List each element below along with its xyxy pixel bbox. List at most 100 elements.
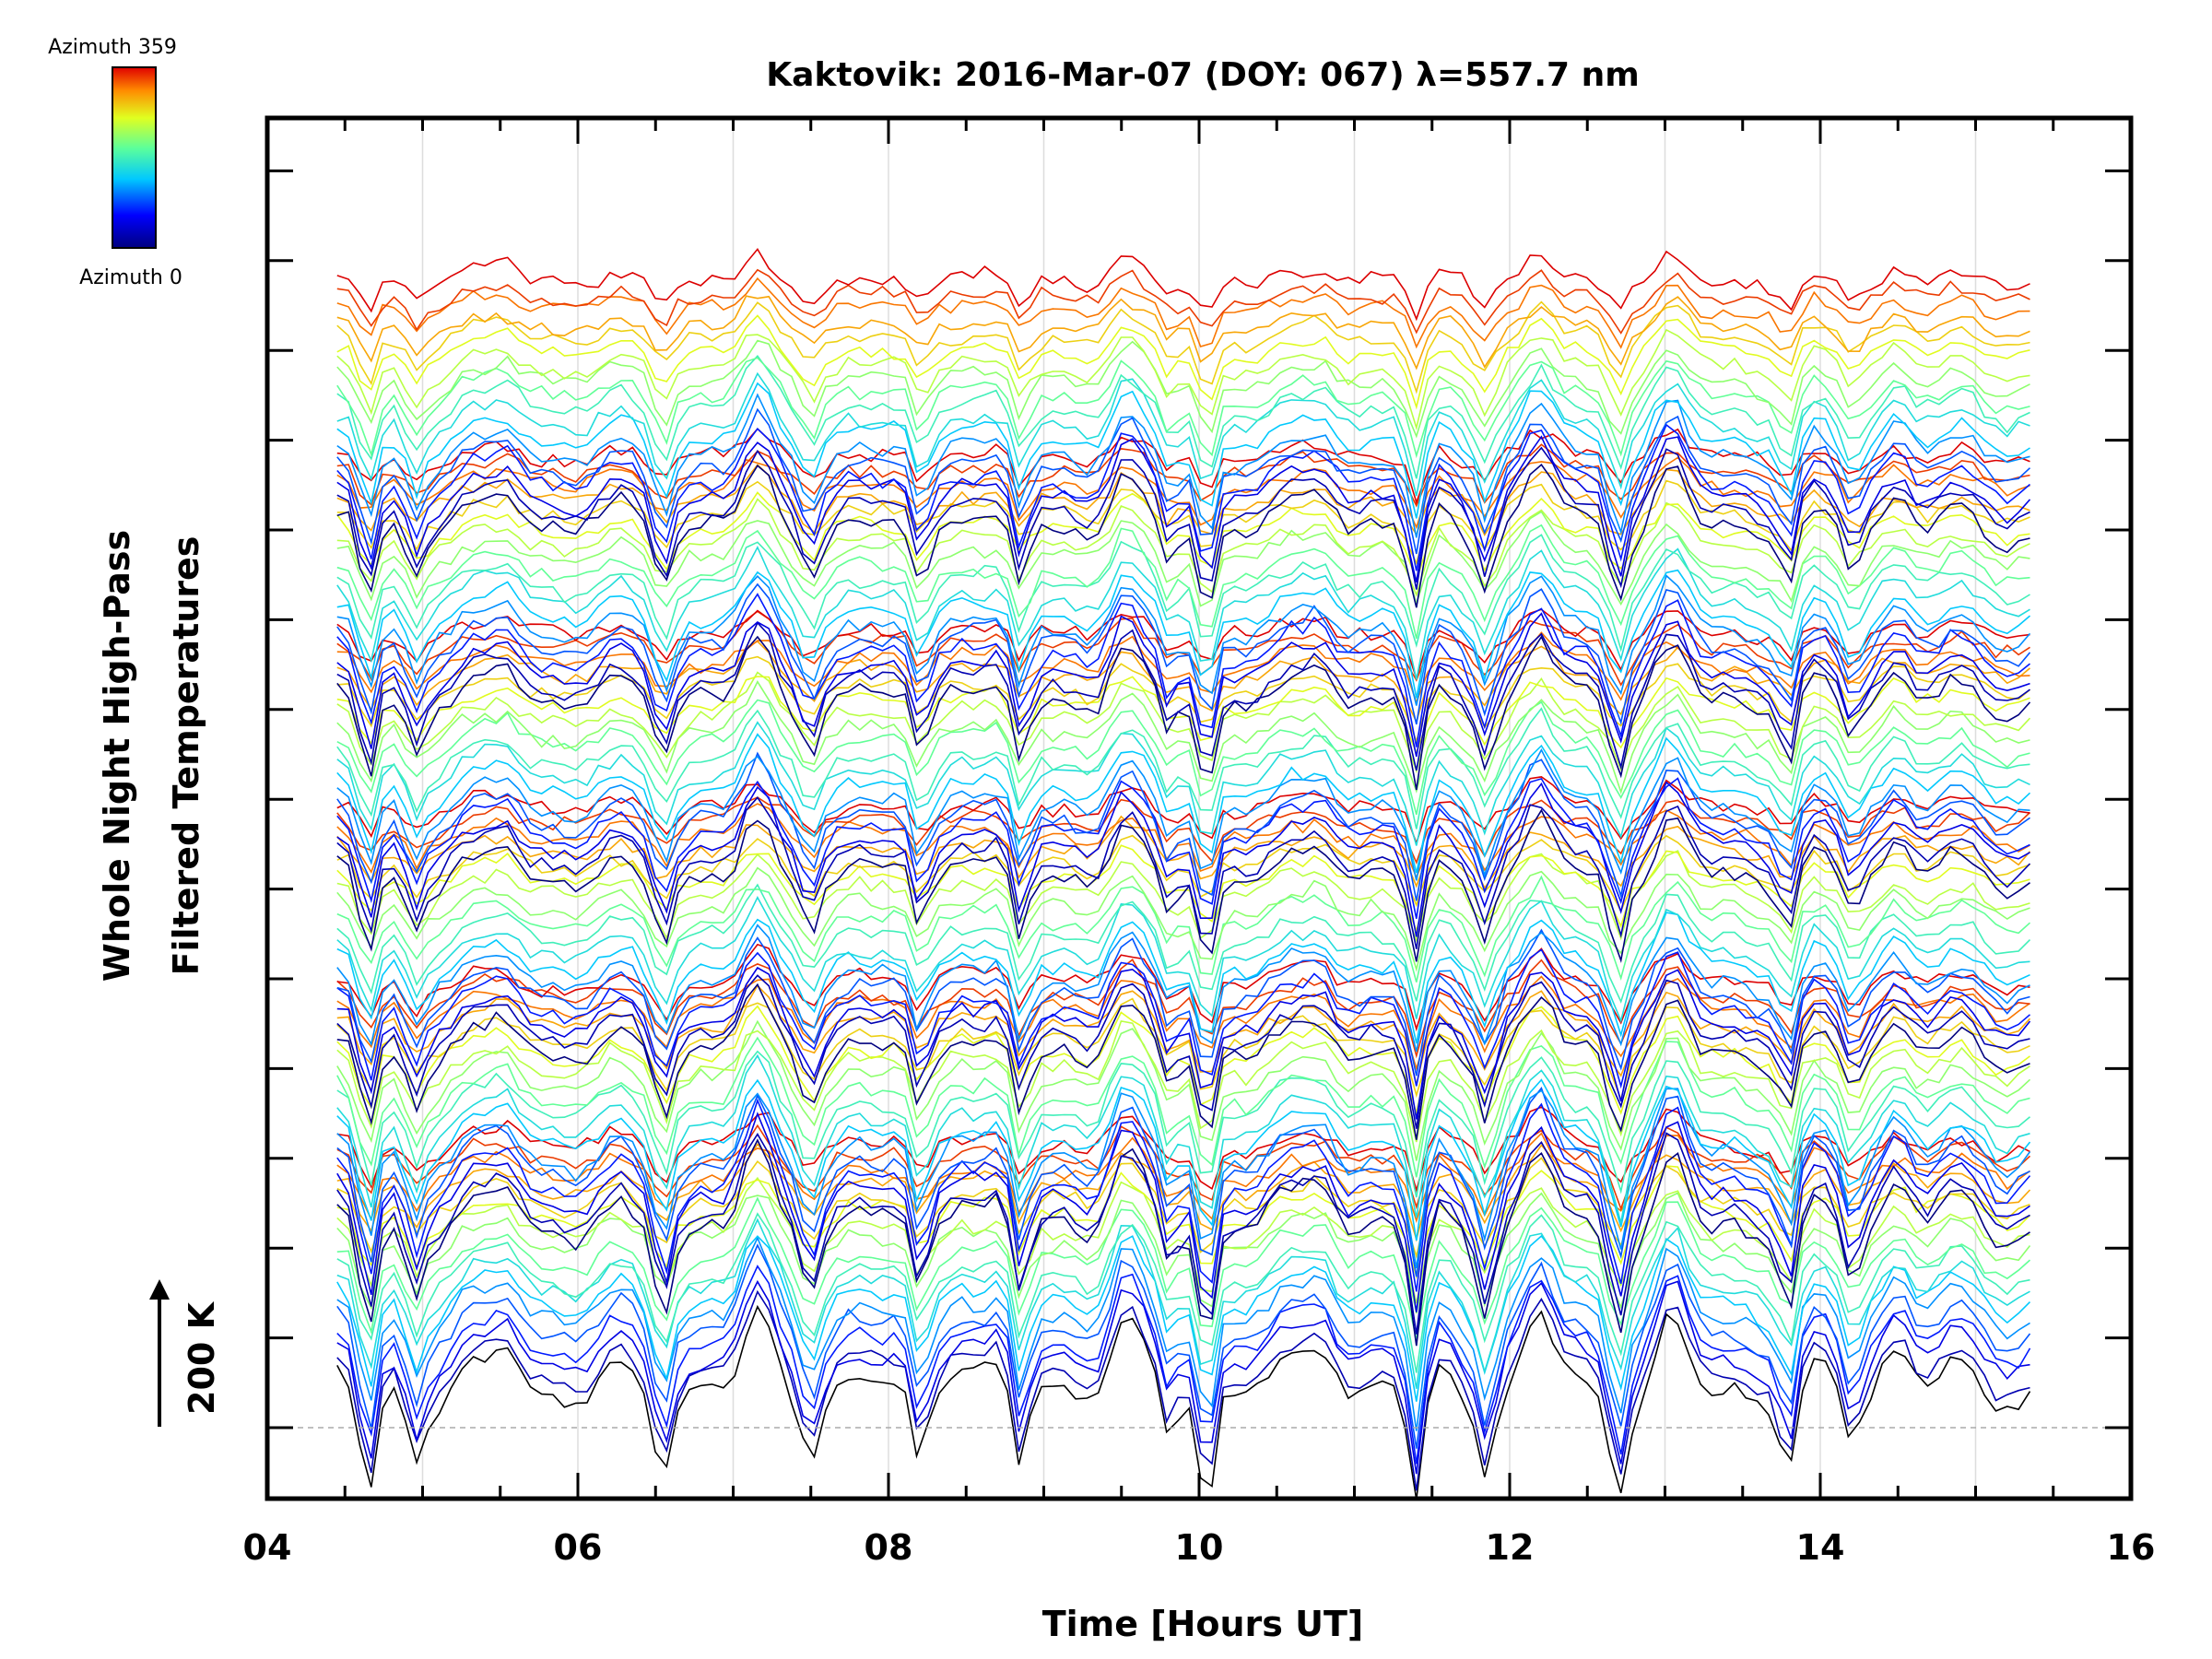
series-line — [336, 808, 2030, 964]
series-line — [336, 1212, 2030, 1373]
series-line — [336, 1176, 2030, 1304]
series-line — [336, 676, 2030, 756]
series-line — [336, 612, 2030, 758]
series-line — [336, 371, 2030, 497]
series-line — [336, 1265, 2031, 1465]
series-line — [336, 948, 2031, 1089]
series-line — [336, 1019, 2030, 1143]
series-line — [336, 1218, 2030, 1389]
series-line — [336, 498, 2030, 597]
series-line — [336, 834, 2030, 913]
series-line — [336, 1279, 2030, 1475]
series-line — [336, 699, 2030, 815]
y-axis-label-line1: Whole Night High-Pass — [97, 530, 137, 982]
series-line — [336, 850, 2030, 944]
series-line — [336, 781, 2030, 937]
x-tick-label: 08 — [865, 1527, 913, 1568]
series-line — [336, 721, 2030, 846]
series-line — [336, 428, 2030, 505]
series-line — [336, 895, 2030, 1024]
series-line — [336, 593, 2031, 747]
series-line — [336, 1289, 2030, 1491]
series-line — [336, 435, 2031, 582]
series-line — [336, 1236, 2030, 1431]
series-line — [336, 924, 2030, 1053]
series-line — [336, 982, 2030, 1140]
series-line — [336, 1157, 2030, 1259]
series-line — [336, 276, 2030, 349]
series-line — [336, 545, 2030, 680]
series-line — [336, 1005, 2030, 1116]
scale-bar: 200 K — [149, 1279, 222, 1427]
series-line — [336, 357, 2030, 459]
y-axis-label-line2: Filtered Temperatures — [166, 536, 206, 976]
series-line — [336, 393, 2030, 538]
series-line — [336, 295, 2030, 371]
series-line — [336, 875, 2031, 982]
series-line — [336, 1050, 2031, 1198]
series-line — [336, 569, 2031, 699]
series-line — [336, 795, 2031, 949]
series-line — [336, 1124, 2031, 1211]
series-line — [336, 446, 2030, 590]
series-line — [336, 635, 2031, 791]
series-line — [336, 974, 2030, 1129]
series-line — [336, 339, 2030, 439]
series-line — [336, 958, 2030, 1059]
series-line — [336, 928, 2030, 1077]
series-line — [336, 574, 2031, 706]
series-line — [336, 1106, 2030, 1194]
axis-ticks — [265, 118, 2133, 1499]
series-line — [336, 1196, 2031, 1340]
series-line — [336, 803, 2030, 879]
series-line — [336, 680, 2030, 795]
series-line — [336, 966, 2031, 1120]
series-line — [336, 1132, 2030, 1335]
series-line — [336, 456, 2030, 530]
series-line — [336, 776, 2030, 846]
x-tick-label: 10 — [1175, 1527, 1224, 1568]
series-line — [336, 314, 2030, 410]
series-line — [336, 1019, 2031, 1161]
series-line — [336, 1086, 2030, 1277]
series-line — [336, 534, 2030, 653]
series-line — [336, 1053, 2030, 1224]
series-line — [336, 407, 2031, 555]
series-line — [336, 1098, 2031, 1292]
series-line — [336, 640, 2031, 724]
series-line — [336, 423, 2031, 571]
x-tick-label: 04 — [243, 1527, 292, 1568]
x-tick-label: 12 — [1486, 1527, 1535, 1568]
series-line — [336, 1088, 2031, 1269]
series-line — [336, 912, 2030, 1044]
series-line — [336, 1036, 2030, 1178]
series-line — [336, 1078, 2031, 1241]
x-tick-labels: 04 06 08 10 12 14 16 — [243, 1527, 2156, 1568]
x-tick-label: 16 — [2107, 1527, 2156, 1568]
series-line — [336, 479, 2030, 566]
colorbar: Azimuth 359 Azimuth 0 — [48, 36, 182, 289]
series-lines — [336, 248, 2031, 1499]
series-line — [336, 631, 2030, 705]
colorbar-top-label: Azimuth 359 — [48, 36, 177, 59]
series-line — [336, 464, 2030, 608]
series-line — [336, 248, 2030, 322]
series-line — [336, 511, 2030, 607]
x-tick-label: 14 — [1796, 1527, 1845, 1568]
series-line — [336, 747, 2030, 881]
series-line — [336, 1304, 2031, 1499]
series-line — [336, 671, 2031, 774]
series-line — [336, 621, 2030, 771]
series-line — [336, 610, 2030, 687]
series-line — [336, 382, 2030, 519]
series-line — [336, 1192, 2031, 1314]
series-line — [336, 582, 2031, 725]
series-line — [336, 354, 2030, 479]
series-line — [336, 883, 2031, 1004]
x-tick-label: 06 — [554, 1527, 603, 1568]
series-line — [336, 866, 2030, 972]
series-line — [336, 1243, 2031, 1449]
series-line — [336, 1234, 2031, 1402]
colorbar-bottom-label: Azimuth 0 — [79, 266, 182, 289]
